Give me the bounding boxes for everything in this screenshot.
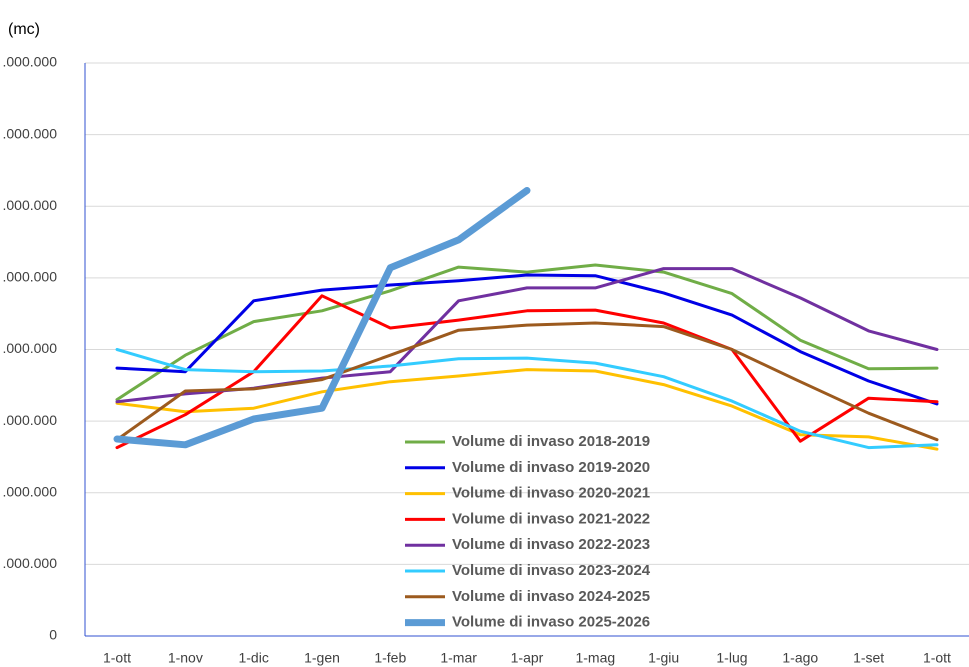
series-line xyxy=(115,263,939,402)
series-line xyxy=(115,321,939,442)
y-tick-label: .000.000 xyxy=(3,125,58,141)
x-tick-label: 1-nov xyxy=(168,650,203,666)
legend-text: Volume di invaso 2024-2025 xyxy=(452,588,650,605)
x-tick-label: 1-apr xyxy=(511,650,544,666)
legend-text: Volume di invaso 2018-2019 xyxy=(452,433,650,450)
series-line xyxy=(115,273,939,406)
y-tick-label: .000.000 xyxy=(3,269,58,285)
x-tick-label: 1-ott xyxy=(923,650,951,666)
x-tick-label: 1-ott xyxy=(103,650,131,666)
x-tick-label: 1-feb xyxy=(374,650,406,666)
legend-text: Volume di invaso 2022-2023 xyxy=(452,536,650,553)
x-tick-label: 1-lug xyxy=(716,650,747,666)
legend-text: Volume di invaso 2025-2026 xyxy=(452,614,650,631)
x-tick-label: 1-giu xyxy=(648,650,679,666)
x-tick-label: 1-mar xyxy=(440,650,477,666)
y-tick-label: .000.000 xyxy=(3,54,58,70)
legend-text: Volume di invaso 2021-2022 xyxy=(452,510,650,527)
y-tick-label: .000.000 xyxy=(3,340,58,356)
x-tick-label: 1-gen xyxy=(304,650,340,666)
y-tick-label: .000.000 xyxy=(3,412,58,428)
x-tick-label: 1-mag xyxy=(575,650,615,666)
legend-text: Volume di invaso 2023-2024 xyxy=(452,562,651,579)
y-tick-label: .000.000 xyxy=(3,483,58,499)
series-line xyxy=(113,187,531,449)
y-axis-label: (mc) xyxy=(8,21,40,38)
y-tick-label: .000.000 xyxy=(3,197,58,213)
y-tick-label: .000.000 xyxy=(3,555,58,571)
series-line xyxy=(115,348,939,450)
x-tick-label: 1-ago xyxy=(782,650,818,666)
x-tick-label: 1-set xyxy=(853,650,884,666)
y-tick-label: 0 xyxy=(49,627,57,643)
legend-text: Volume di invaso 2020-2021 xyxy=(452,485,650,502)
series-line xyxy=(115,368,939,451)
legend-text: Volume di invaso 2019-2020 xyxy=(452,459,650,476)
x-tick-label: 1-dic xyxy=(238,650,268,666)
